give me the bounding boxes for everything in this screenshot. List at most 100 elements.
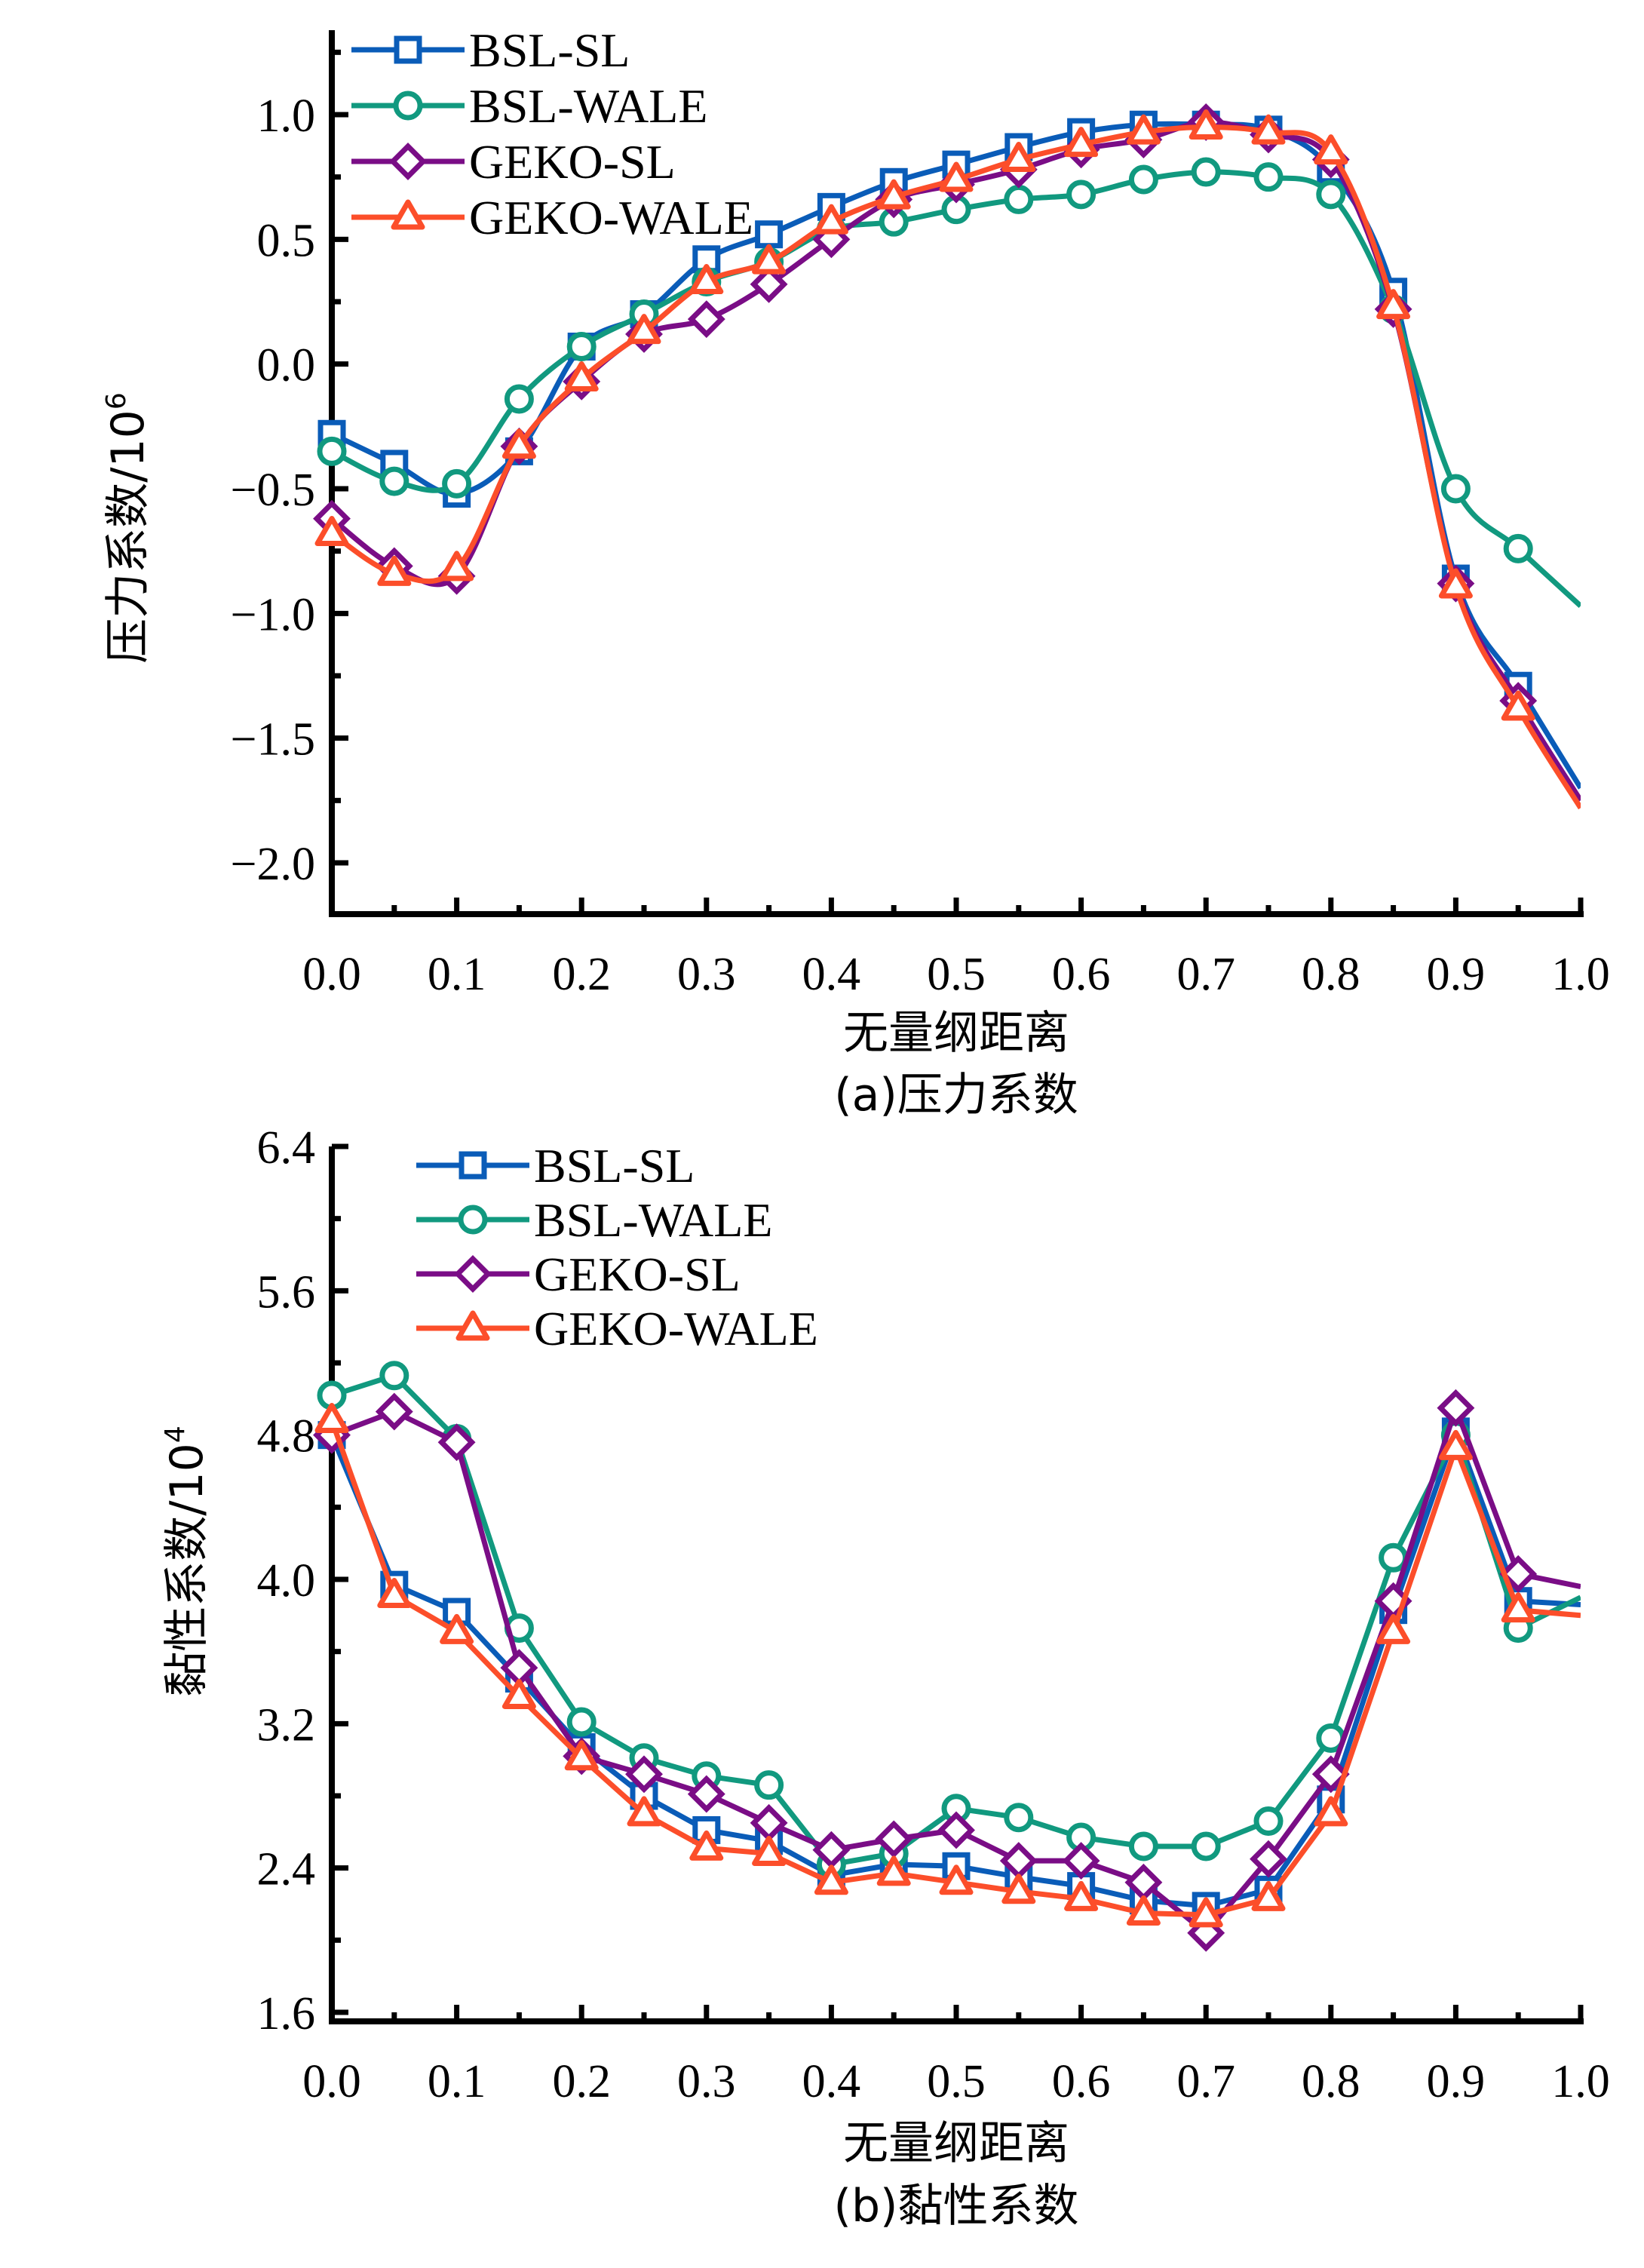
data-point-triangle (1126, 1895, 1161, 1926)
y-tick-label: 4.8 (257, 1411, 316, 1462)
x-tick-label: 0.2 (552, 2056, 611, 2107)
data-point-circle (1503, 533, 1533, 563)
caption-b: (b)黏性系数 (834, 2180, 1079, 2233)
series-layer-a (313, 103, 1581, 810)
x-tick-label: 0.6 (1052, 2056, 1111, 2107)
x-tick-label: 0.6 (1052, 949, 1111, 1000)
data-point-triangle (814, 1864, 848, 1895)
x-tick-label: 0.0 (302, 2056, 361, 2107)
legend-label: GEKO-WALE (469, 191, 753, 244)
data-point-triangle (689, 1830, 724, 1861)
data-point-circle (317, 436, 347, 466)
x-tick-label: 1.0 (1551, 2056, 1610, 2107)
data-point-triangle (876, 179, 911, 210)
y-tick-label: 1.0 (257, 91, 316, 142)
series-geko-wale (314, 1403, 1581, 1928)
data-point-triangle (1189, 109, 1223, 140)
y-axis-title-b-text: 黏性系数/10 (161, 1443, 213, 1697)
data-point-circle (566, 1707, 597, 1737)
data-point-triangle (501, 428, 536, 459)
data-point-triangle (1314, 1796, 1348, 1827)
axes-b: 0.0 0.1 0.2 0.3 0.4 0.5 0.6 0.7 0.8 0.9 1.0 6.4 5.6 4… (257, 1122, 1610, 2107)
data-point-triangle (1189, 1897, 1223, 1928)
y-tick-label: 6.4 (257, 1122, 316, 1174)
legend-label: GEKO-WALE (534, 1302, 818, 1355)
x-tick-label: 1.0 (1551, 949, 1610, 1000)
data-point-diamond (437, 1423, 476, 1462)
data-point-triangle (314, 516, 349, 547)
legend-item: BSL-WALE (351, 79, 707, 133)
data-point-diamond (1311, 1755, 1350, 1794)
legend-item: BSL-SL (351, 23, 630, 77)
data-point-diamond (1062, 1842, 1100, 1880)
legend-item: GEKO-SL (416, 1248, 741, 1301)
legend-marker-diamond-icon (454, 1255, 492, 1293)
data-point-circle (1004, 1803, 1034, 1833)
data-point-triangle (1438, 568, 1473, 599)
data-point-diamond (375, 1392, 413, 1431)
legend-label: BSL-WALE (534, 1193, 772, 1247)
data-point-triangle (377, 1578, 412, 1609)
data-point-circle (504, 384, 534, 414)
data-point-circle (379, 466, 409, 496)
legend-marker-triangle-icon (391, 199, 425, 230)
x-tick-label: 0.8 (1302, 2056, 1360, 2107)
x-tick-label: 0.1 (428, 2056, 486, 2107)
data-point-square (755, 220, 784, 249)
x-tick-label: 0.1 (428, 949, 486, 1000)
data-point-triangle (377, 555, 412, 586)
data-point-triangle (752, 244, 787, 275)
x-tick-label: 0.4 (802, 949, 861, 1000)
series-geko-wale (314, 109, 1581, 810)
data-point-circle (379, 1361, 409, 1391)
legend-label: GEKO-SL (469, 135, 676, 189)
y-tick-label: 4.0 (257, 1555, 316, 1607)
data-point-triangle (939, 161, 974, 192)
x-tick-label: 0.0 (302, 949, 361, 1000)
y-tick-label: 2.4 (257, 1844, 316, 1895)
x-tick-label: 0.3 (677, 949, 736, 1000)
viscous-coefficient-chart: 0.0 0.1 0.2 0.3 0.4 0.5 0.6 0.7 0.8 0.9 1.0 6.4 5.6 4… (160, 1122, 1610, 2233)
x-axis-title-b: 无量纲距离 (843, 2117, 1069, 2170)
data-point-triangle (1126, 114, 1161, 145)
y-axis-title-b-sup: 4 (160, 1426, 191, 1443)
data-point-triangle (1501, 1592, 1535, 1623)
data-point-circle (442, 468, 472, 499)
axes-a: 0.0 0.1 0.2 0.3 0.4 0.5 0.6 0.7 0.8 0.9 1.0 1.0 0.5 0… (231, 30, 1610, 1000)
data-point-triangle (1001, 142, 1036, 173)
legend-label: BSL-SL (469, 23, 630, 77)
x-tick-label: 0.5 (927, 949, 986, 1000)
y-axis-title-a-sup: 6 (101, 392, 132, 410)
y-tick-label: −0.5 (231, 465, 315, 516)
data-point-circle (1191, 157, 1221, 187)
data-point-circle (566, 332, 597, 362)
y-axis-title-a: 压力系数/106 (101, 392, 155, 663)
data-point-triangle (1064, 127, 1099, 158)
data-point-triangle (1251, 1880, 1286, 1911)
legend-item: GEKO-WALE (351, 191, 753, 244)
legend-label: GEKO-SL (534, 1248, 741, 1301)
data-point-circle (1128, 164, 1158, 195)
data-point-triangle (1501, 690, 1535, 721)
data-point-circle (1440, 474, 1471, 504)
data-point-diamond (687, 300, 725, 339)
y-tick-label: 0.5 (257, 215, 316, 266)
data-point-triangle (440, 1613, 474, 1644)
data-point-circle (1379, 1542, 1409, 1573)
data-point-triangle (627, 314, 661, 345)
x-tick-label: 0.9 (1427, 2056, 1486, 2107)
data-point-triangle (1001, 1874, 1036, 1904)
pressure-coefficient-chart: 0.0 0.1 0.2 0.3 0.4 0.5 0.6 0.7 0.8 0.9 1.0 1.0 0.5 0… (101, 23, 1610, 1122)
legend-item: GEKO-SL (351, 135, 676, 189)
data-point-triangle (314, 1403, 349, 1434)
data-point-triangle (752, 1836, 787, 1867)
data-point-triangle (627, 1796, 661, 1827)
legend-marker-circle-icon (393, 91, 423, 121)
legend-item: GEKO-WALE (416, 1302, 818, 1355)
data-point-triangle (1438, 1429, 1473, 1460)
data-point-diamond (1250, 1840, 1287, 1878)
legend-label: BSL-WALE (469, 79, 707, 133)
x-tick-label: 0.4 (802, 2056, 861, 2107)
y-axis-title-a-text: 压力系数/10 (102, 410, 155, 664)
